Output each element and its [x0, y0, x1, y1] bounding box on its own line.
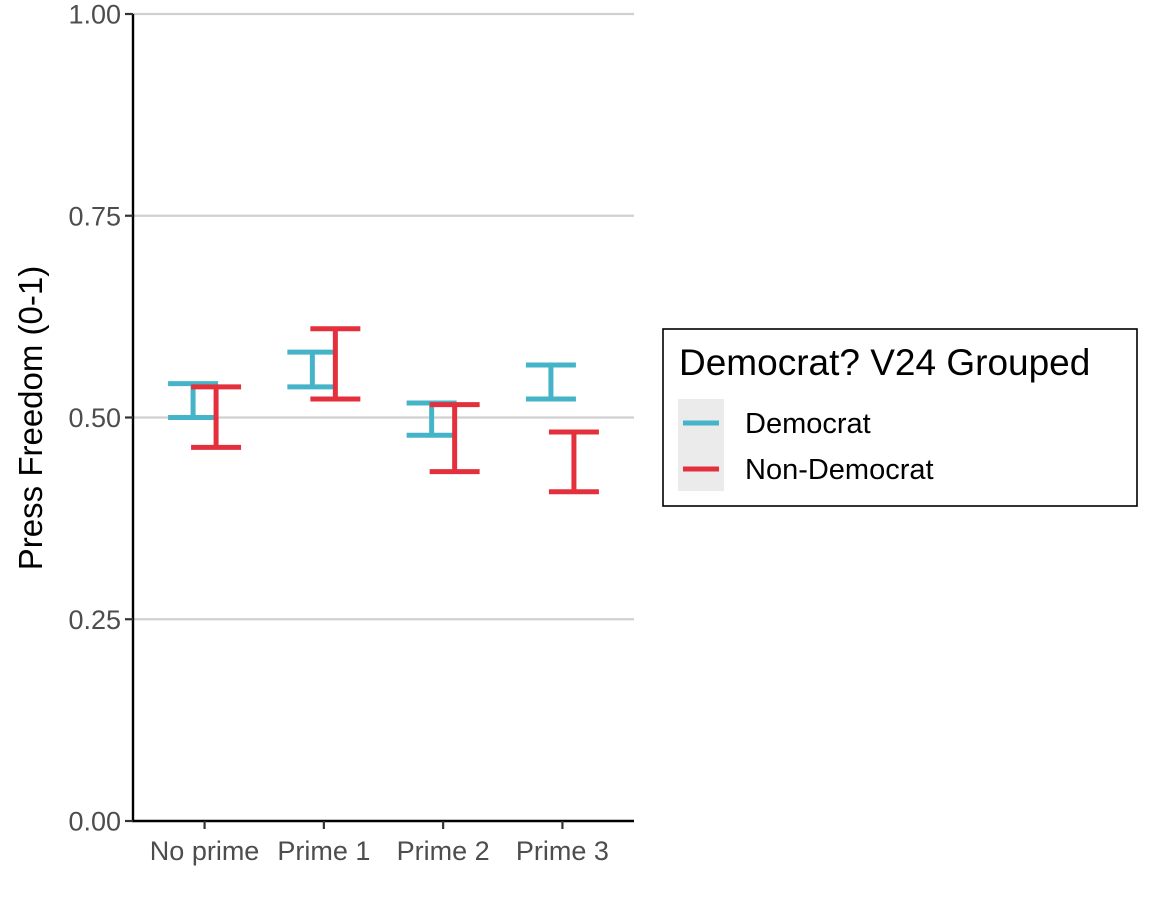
- y-tick-label: 1.00: [68, 0, 121, 30]
- x-tick-label: Prime 3: [516, 836, 609, 866]
- y-tick-label: 0.50: [68, 403, 121, 433]
- legend-box: [662, 328, 1138, 507]
- error-bar-democrat: [287, 349, 338, 390]
- legend-label: Non-Democrat: [745, 454, 934, 486]
- y-tick-label: 0.25: [68, 605, 121, 635]
- legend-key-background: [678, 399, 724, 491]
- legend-label: Democrat: [745, 408, 871, 440]
- x-tick-label: Prime 1: [277, 836, 370, 866]
- legend: Democrat? V24 Grouped Democrat Non-Democr…: [662, 328, 1138, 507]
- y-tick-label: 0.00: [68, 807, 121, 837]
- error-bars: [168, 326, 599, 495]
- x-ticks: No prime Prime 1 Prime 2 Prime 3: [150, 821, 609, 866]
- y-ticks: 0.00 0.25 0.50 0.75 1.00: [68, 0, 133, 837]
- x-tick-label: No prime: [150, 836, 260, 866]
- y-tick-label: 0.75: [68, 201, 121, 231]
- gridlines: [133, 12, 634, 621]
- error-bar-non-democrat: [191, 384, 242, 450]
- y-axis-title: Press Freedom (0-1): [12, 266, 49, 570]
- error-bar-democrat: [406, 400, 457, 438]
- error-bar-non-democrat: [310, 326, 361, 402]
- error-bar-democrat: [525, 362, 576, 402]
- legend-title: Democrat? V24 Grouped: [679, 342, 1090, 383]
- x-tick-label: Prime 2: [397, 836, 490, 866]
- error-bar-non-democrat: [548, 429, 599, 495]
- error-bar-non-democrat: [429, 402, 480, 475]
